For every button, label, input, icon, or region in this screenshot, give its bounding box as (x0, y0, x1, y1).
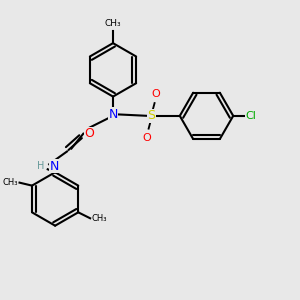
Text: CH₃: CH₃ (2, 178, 18, 187)
Text: N: N (50, 160, 59, 173)
Text: CH₃: CH₃ (92, 214, 107, 223)
Text: O: O (84, 127, 94, 140)
Text: CH₃: CH₃ (105, 19, 121, 28)
Text: S: S (148, 110, 156, 122)
Text: H: H (37, 161, 44, 171)
Text: Cl: Cl (246, 111, 256, 121)
Text: O: O (152, 89, 161, 99)
Text: N: N (108, 108, 118, 121)
Text: O: O (143, 133, 152, 142)
